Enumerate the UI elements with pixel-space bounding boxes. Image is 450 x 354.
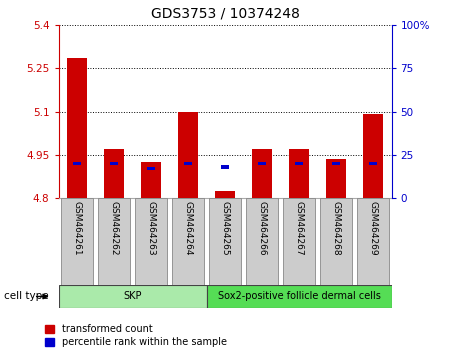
Bar bbox=[258, 162, 266, 165]
Bar bbox=[172, 198, 204, 285]
Text: GSM464261: GSM464261 bbox=[72, 201, 81, 256]
Bar bbox=[284, 198, 315, 285]
Bar bbox=[289, 149, 309, 198]
Bar bbox=[178, 112, 198, 198]
Bar bbox=[58, 285, 207, 308]
Text: SKP: SKP bbox=[123, 291, 142, 302]
Text: GSM464266: GSM464266 bbox=[257, 201, 266, 256]
Bar bbox=[98, 198, 130, 285]
Bar bbox=[369, 162, 377, 165]
Bar bbox=[207, 285, 392, 308]
Bar bbox=[221, 165, 229, 169]
Text: GSM464268: GSM464268 bbox=[332, 201, 341, 256]
Text: GSM464269: GSM464269 bbox=[369, 201, 378, 256]
Bar bbox=[246, 198, 278, 285]
Bar bbox=[326, 159, 346, 198]
Legend: transformed count, percentile rank within the sample: transformed count, percentile rank withi… bbox=[45, 325, 227, 347]
Text: GSM464263: GSM464263 bbox=[147, 201, 156, 256]
Bar bbox=[73, 162, 81, 165]
Text: cell type: cell type bbox=[4, 291, 49, 302]
Bar bbox=[141, 162, 161, 198]
Text: Sox2-positive follicle dermal cells: Sox2-positive follicle dermal cells bbox=[217, 291, 380, 302]
Bar bbox=[332, 162, 340, 165]
Bar bbox=[147, 167, 155, 170]
Text: GSM464265: GSM464265 bbox=[220, 201, 230, 256]
Bar bbox=[67, 58, 87, 198]
Bar bbox=[110, 162, 118, 165]
Text: GSM464264: GSM464264 bbox=[184, 201, 193, 255]
Bar bbox=[215, 191, 235, 198]
Bar bbox=[320, 198, 352, 285]
Bar bbox=[295, 162, 303, 165]
Bar bbox=[104, 149, 124, 198]
Bar bbox=[61, 198, 93, 285]
Bar bbox=[135, 198, 166, 285]
Title: GDS3753 / 10374248: GDS3753 / 10374248 bbox=[151, 7, 299, 21]
Text: GSM464267: GSM464267 bbox=[294, 201, 303, 256]
Text: GSM464262: GSM464262 bbox=[109, 201, 118, 255]
Bar bbox=[357, 198, 389, 285]
Bar bbox=[184, 162, 192, 165]
Bar bbox=[209, 198, 241, 285]
Bar bbox=[252, 149, 272, 198]
Bar bbox=[363, 114, 383, 198]
